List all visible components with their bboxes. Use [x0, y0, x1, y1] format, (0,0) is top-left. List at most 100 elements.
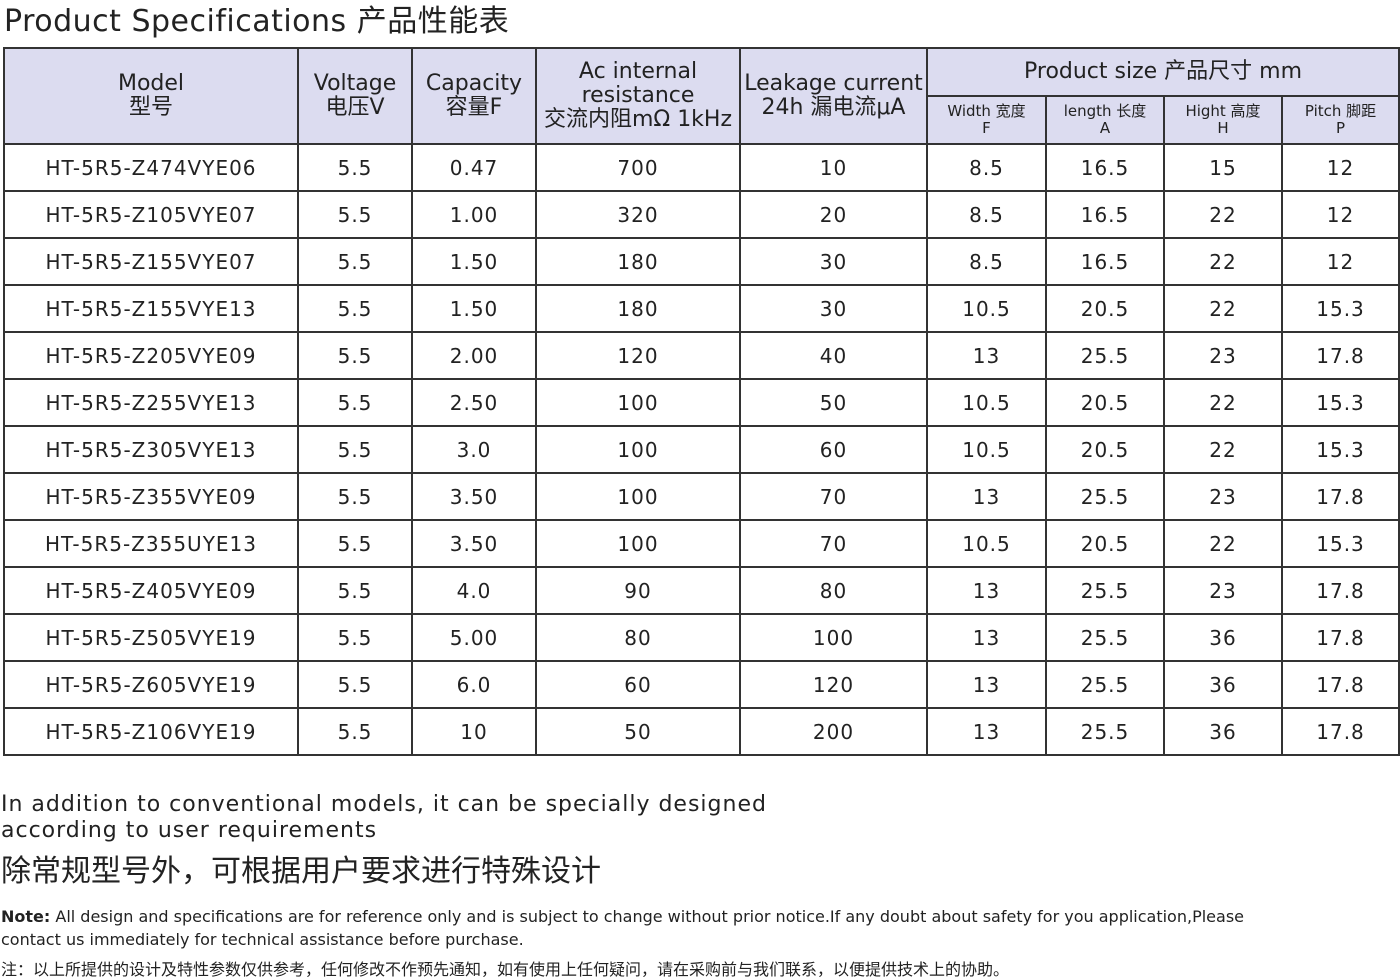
data-cell: 5.5	[297, 472, 413, 521]
data-cell: 30	[739, 284, 928, 333]
data-row: HT-5R5-Z255VYE13 5.5 2.50 100 50 10.5 20.5 22 15…	[3, 378, 1400, 427]
header-cell: Leakage current 24h 漏电流μA	[739, 47, 928, 145]
data-cell: 13	[926, 707, 1047, 756]
data-cell: 12	[1280, 190, 1400, 239]
data-cell: 15.3	[1280, 425, 1400, 474]
data-cell: 22	[1163, 519, 1283, 568]
data-cell: 15.3	[1280, 284, 1400, 333]
data-cell: 36	[1163, 613, 1283, 662]
header-text: Leakage current	[744, 71, 923, 96]
data-cell: 17.8	[1280, 660, 1400, 709]
data-cell: 5.5	[297, 519, 413, 568]
disclaimer-cn: 注：以上所提供的设计及特性参数仅供参考，任何修改不作预先通知，如有使用上任何疑问…	[1, 960, 1010, 979]
data-cell: 3.50	[411, 472, 537, 521]
data-cell: HT-5R5-Z105VYE07	[3, 190, 299, 239]
data-cell: 60	[535, 660, 741, 709]
header-text: H	[1217, 119, 1229, 137]
data-cell: 50	[739, 378, 928, 427]
data-cell: 20	[739, 190, 928, 239]
data-cell: HT-5R5-Z605VYE19	[3, 660, 299, 709]
header-text: resistance	[581, 83, 695, 108]
header-text: Ac internal	[578, 59, 698, 84]
data-row: HT-5R5-Z155VYE07 5.5 1.50 180 30 8.5 16.5 22 12	[3, 237, 1400, 286]
data-cell: 23	[1163, 566, 1283, 615]
header-cell: Model 型号	[3, 47, 299, 145]
data-cell: HT-5R5-Z474VYE06	[3, 143, 299, 192]
header-text: 交流内阻mΩ 1kHz	[543, 107, 733, 132]
header-text: 容量F	[445, 95, 503, 120]
data-cell: 17.8	[1280, 613, 1400, 662]
disclaimer-text: All design and specifications are for re…	[50, 907, 1244, 926]
data-cell: 40	[739, 331, 928, 380]
sub-header-cell: length 长度 A	[1045, 95, 1165, 145]
data-cell: 17.8	[1280, 566, 1400, 615]
data-cell: 200	[739, 707, 928, 756]
data-cell: 17.8	[1280, 472, 1400, 521]
data-cell: 12	[1280, 143, 1400, 192]
data-cell: 100	[739, 613, 928, 662]
data-cell: 3.50	[411, 519, 537, 568]
data-cell: HT-5R5-Z405VYE09	[3, 566, 299, 615]
data-cell: 6.0	[411, 660, 537, 709]
header-cell: Ac internal resistance 交流内阻mΩ 1kHz	[535, 47, 741, 145]
data-cell: 16.5	[1045, 237, 1165, 286]
data-cell: 10	[739, 143, 928, 192]
data-cell: 8.5	[926, 190, 1047, 239]
data-cell: 36	[1163, 707, 1283, 756]
data-cell: 100	[535, 425, 741, 474]
data-cell: 16.5	[1045, 143, 1165, 192]
header-text: Pitch 脚距	[1304, 102, 1377, 120]
data-row: HT-5R5-Z205VYE09 5.5 2.00 120 40 13 25.5 23 17.8	[3, 331, 1400, 380]
data-cell: 17.8	[1280, 707, 1400, 756]
data-cell: 100	[535, 472, 741, 521]
data-cell: 2.00	[411, 331, 537, 380]
data-cell: 180	[535, 237, 741, 286]
data-cell: 13	[926, 566, 1047, 615]
data-cell: 5.5	[297, 660, 413, 709]
data-cell: 1.00	[411, 190, 537, 239]
data-cell: 50	[535, 707, 741, 756]
data-cell: 70	[739, 519, 928, 568]
data-cell: 8.5	[926, 143, 1047, 192]
data-cell: 5.5	[297, 425, 413, 474]
data-cell: HT-5R5-Z305VYE13	[3, 425, 299, 474]
header-text: 24h 漏电流μA	[761, 95, 906, 120]
data-cell: 22	[1163, 237, 1283, 286]
disclaimer-text: contact us immediately for technical ass…	[1, 930, 524, 949]
data-cell: 22	[1163, 190, 1283, 239]
data-cell: 2.50	[411, 378, 537, 427]
header-text: Hight 高度	[1185, 102, 1261, 120]
header-text: 型号	[128, 95, 173, 120]
data-row: HT-5R5-Z474VYE06 5.5 0.47 700 10 8.5 16.5 15 12	[3, 143, 1400, 192]
data-cell: 15	[1163, 143, 1283, 192]
data-row: HT-5R5-Z355UYE13 5.5 3.50 100 70 10.5 20.5 22 15…	[3, 519, 1400, 568]
header-text: Width 宽度	[947, 102, 1026, 120]
data-cell: 25.5	[1045, 331, 1165, 380]
spec-table: Model 型号 Voltage 电压V Capacity 容量F Ac internal r…	[3, 47, 1400, 756]
data-cell: 22	[1163, 284, 1283, 333]
data-cell: 20.5	[1045, 425, 1165, 474]
data-cell: HT-5R5-Z106VYE19	[3, 707, 299, 756]
header-text: F	[982, 119, 991, 137]
data-cell: 25.5	[1045, 472, 1165, 521]
header-text: Capacity	[425, 71, 523, 96]
data-cell: HT-5R5-Z355UYE13	[3, 519, 299, 568]
header-cell: Voltage 电压V	[297, 47, 413, 145]
data-cell: 0.47	[411, 143, 537, 192]
data-cell: HT-5R5-Z255VYE13	[3, 378, 299, 427]
header-text: 电压V	[325, 95, 385, 120]
data-cell: 17.8	[1280, 331, 1400, 380]
data-cell: 15.3	[1280, 378, 1400, 427]
data-cell: 60	[739, 425, 928, 474]
data-cell: HT-5R5-Z205VYE09	[3, 331, 299, 380]
data-cell: 13	[926, 613, 1047, 662]
data-cell: 30	[739, 237, 928, 286]
data-cell: 1.50	[411, 237, 537, 286]
data-cell: 15.3	[1280, 519, 1400, 568]
sub-header-cell: Hight 高度 H	[1163, 95, 1283, 145]
disclaimer-label: Note:	[1, 907, 51, 926]
note-line: according to user requirements	[1, 818, 378, 843]
data-cell: 20.5	[1045, 284, 1165, 333]
data-cell: 5.5	[297, 566, 413, 615]
